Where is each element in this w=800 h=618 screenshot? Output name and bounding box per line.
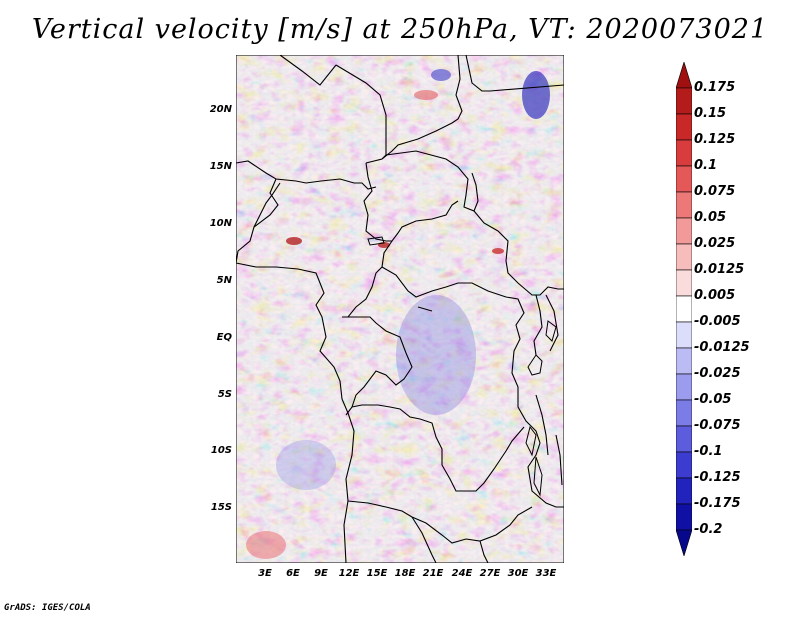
downdraft-cell xyxy=(431,69,451,81)
colorbar-segment xyxy=(676,295,692,323)
downdraft-cell xyxy=(396,295,476,415)
colorbar-level-label: 0.025 xyxy=(694,236,736,251)
colorbar-segment xyxy=(676,191,692,219)
lon-label-27e: 27E xyxy=(479,568,501,579)
colorbar-level-label: 0.005 xyxy=(694,288,736,303)
lat-label-eq: EQ xyxy=(216,332,232,343)
colorbar xyxy=(676,62,692,556)
colorbar-level-label: 0.075 xyxy=(694,184,736,199)
chart-title: Vertical velocity [m/s] at 250hPa, VT: 2… xyxy=(31,14,769,45)
lakes xyxy=(367,236,557,497)
lon-label-15e: 15E xyxy=(366,568,388,579)
colorbar-segment xyxy=(676,373,692,401)
coastline-borders xyxy=(236,55,564,563)
colorbar-level-label: -0.125 xyxy=(694,470,741,485)
grads-credit: GrADS: IGES/COLA xyxy=(4,603,91,613)
colorbar-segment xyxy=(676,451,692,479)
colorbar-level-label: -0.005 xyxy=(694,314,741,329)
colorbar-level-label: -0.025 xyxy=(694,366,741,381)
lon-label-24e: 24E xyxy=(451,568,473,579)
downdraft-cell xyxy=(522,71,550,119)
updraft-cell xyxy=(286,237,302,245)
colorbar-segment xyxy=(676,425,692,453)
colorbar-level-label: 0.125 xyxy=(694,132,736,147)
colorbar-bottom-arrow xyxy=(676,529,692,556)
colorbar-level-label: 0.1 xyxy=(694,158,718,173)
colorbar-segment xyxy=(676,477,692,505)
lon-label-30e: 30E xyxy=(507,568,529,579)
colorbar-level-label: 0.0125 xyxy=(694,262,745,277)
colorbar-segment xyxy=(676,87,692,115)
updraft-cell xyxy=(414,90,438,100)
map-panel xyxy=(236,55,564,563)
lon-label-12e: 12E xyxy=(338,568,360,579)
colorbar-segment xyxy=(676,269,692,297)
velocity-detail xyxy=(236,55,564,563)
updraft-cell xyxy=(246,531,286,559)
lat-label-20n: 20N xyxy=(209,104,232,115)
lat-label-10s: 10S xyxy=(210,445,232,456)
colorbar-segment xyxy=(676,217,692,245)
extreme-cells xyxy=(246,69,550,559)
colorbar-segment xyxy=(676,243,692,271)
colorbar-level-label: 0.05 xyxy=(694,210,727,225)
colorbar-top-arrow xyxy=(676,62,692,89)
colorbar-level-label: 0.15 xyxy=(694,106,727,121)
colorbar-level-label: -0.05 xyxy=(694,392,732,407)
lon-label-9e: 9E xyxy=(314,568,328,579)
lon-label-33e: 33E xyxy=(535,568,557,579)
colorbar-segment xyxy=(676,503,692,531)
colorbar-segment xyxy=(676,347,692,375)
colorbar-level-label: -0.175 xyxy=(694,496,741,511)
colorbar-segment xyxy=(676,165,692,193)
colorbar-segment xyxy=(676,113,692,141)
colorbar-level-label: -0.1 xyxy=(694,444,723,459)
downdraft-cell xyxy=(276,440,336,490)
colorbar-segment xyxy=(676,399,692,427)
lon-label-21e: 21E xyxy=(422,568,444,579)
lat-label-15s: 15S xyxy=(210,502,232,513)
lat-label-10n: 10N xyxy=(209,218,232,229)
updraft-cell xyxy=(492,248,504,254)
lon-label-3e: 3E xyxy=(258,568,272,579)
lat-label-5n: 5N xyxy=(216,275,232,286)
colorbar-level-label: -0.0125 xyxy=(694,340,750,355)
lon-label-18e: 18E xyxy=(394,568,416,579)
lat-label-15n: 15N xyxy=(209,161,232,172)
colorbar-level-label: 0.175 xyxy=(694,80,736,95)
colorbar-segment xyxy=(676,139,692,167)
lat-label-5s: 5S xyxy=(217,389,232,400)
colorbar-level-label: -0.075 xyxy=(694,418,741,433)
colorbar-level-label: -0.2 xyxy=(694,522,723,537)
lon-label-6e: 6E xyxy=(286,568,300,579)
colorbar-segment xyxy=(676,321,692,349)
